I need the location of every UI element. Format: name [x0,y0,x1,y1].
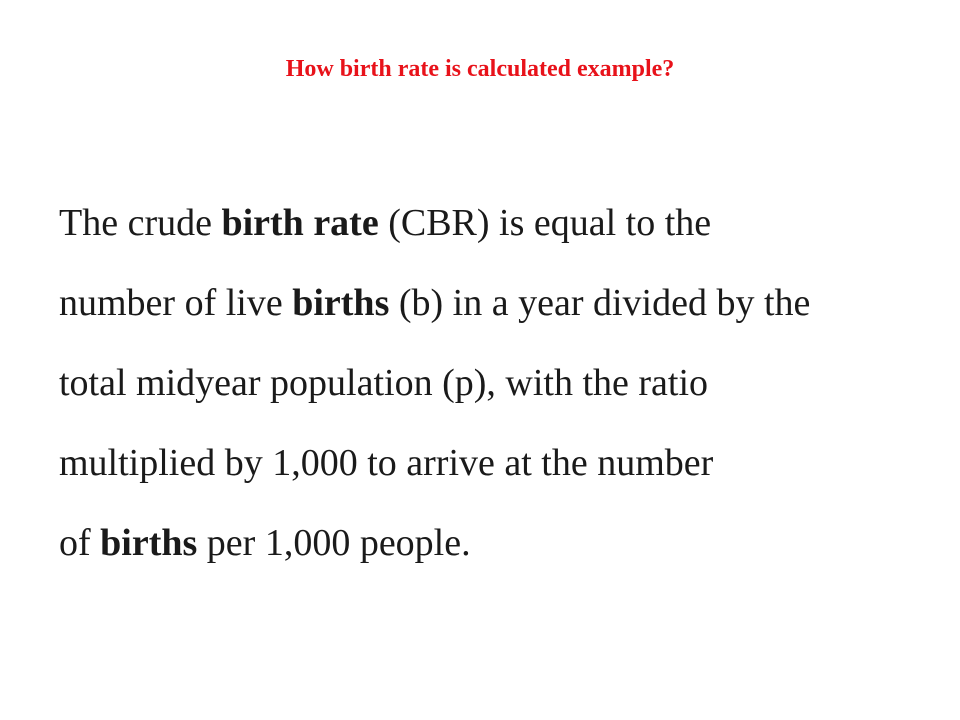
text-run: (b) in a year divided by the [389,282,811,324]
bold-term: births [292,282,390,324]
bold-term: birth rate [221,202,379,244]
bold-term: births [100,522,198,564]
text-run: (CBR) is equal to the [378,202,712,244]
text-run: of [59,522,101,564]
text-line: The crude birth rate (CBR) is equal to t… [59,190,919,270]
slide-title: How birth rate is calculated example? [285,56,675,82]
text-run: total midyear population (p), with the r… [59,362,709,404]
text-run: The crude [59,202,222,244]
text-run: per 1,000 people. [197,522,471,564]
text-line: of births per 1,000 people. [59,510,919,590]
text-line: number of live births (b) in a year divi… [59,270,919,350]
text-line: total midyear population (p), with the r… [59,350,919,430]
body-paragraph: The crude birth rate (CBR) is equal to t… [59,190,919,590]
text-run: number of live [59,282,293,324]
text-run: multiplied by 1,000 to arrive at the num… [59,442,714,484]
text-line: multiplied by 1,000 to arrive at the num… [59,430,919,510]
